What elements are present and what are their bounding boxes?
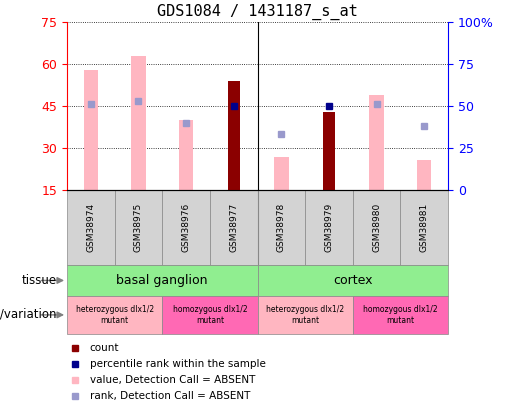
Bar	[67, 296, 162, 334]
Bar	[323, 112, 335, 190]
Bar	[67, 265, 258, 296]
Text: tissue: tissue	[22, 274, 57, 287]
Bar	[353, 296, 448, 334]
Text: homozygous dlx1/2
mutant: homozygous dlx1/2 mutant	[363, 305, 438, 324]
Bar	[274, 157, 288, 190]
Text: heterozygous dlx1/2
mutant: heterozygous dlx1/2 mutant	[76, 305, 153, 324]
Text: cortex: cortex	[333, 274, 372, 287]
Bar	[305, 190, 353, 265]
Bar	[417, 160, 432, 190]
Text: GSM38981: GSM38981	[420, 203, 428, 252]
Bar	[67, 190, 115, 265]
Text: rank, Detection Call = ABSENT: rank, Detection Call = ABSENT	[90, 391, 250, 401]
Text: genotype/variation: genotype/variation	[0, 308, 57, 322]
Title: GDS1084 / 1431187_s_at: GDS1084 / 1431187_s_at	[157, 3, 358, 19]
Bar	[353, 190, 401, 265]
Text: heterozygous dlx1/2
mutant: heterozygous dlx1/2 mutant	[266, 305, 344, 324]
Text: homozygous dlx1/2
mutant: homozygous dlx1/2 mutant	[173, 305, 247, 324]
Bar	[114, 190, 162, 265]
Text: GSM38980: GSM38980	[372, 203, 381, 252]
Text: percentile rank within the sample: percentile rank within the sample	[90, 359, 266, 369]
Bar	[228, 81, 239, 190]
Bar	[258, 265, 448, 296]
Bar	[258, 190, 305, 265]
Text: value, Detection Call = ABSENT: value, Detection Call = ABSENT	[90, 375, 255, 385]
Bar	[131, 56, 146, 190]
Bar	[210, 190, 258, 265]
Text: GSM38978: GSM38978	[277, 203, 286, 252]
Bar	[179, 120, 193, 190]
Bar	[369, 95, 384, 190]
Text: GSM38975: GSM38975	[134, 203, 143, 252]
Bar	[162, 190, 210, 265]
Text: GSM38977: GSM38977	[229, 203, 238, 252]
Text: GSM38976: GSM38976	[182, 203, 191, 252]
Text: GSM38979: GSM38979	[324, 203, 333, 252]
Text: GSM38974: GSM38974	[87, 203, 95, 252]
Bar	[83, 70, 98, 190]
Text: basal ganglion: basal ganglion	[116, 274, 208, 287]
Text: count: count	[90, 343, 119, 353]
Bar	[162, 296, 258, 334]
Bar	[258, 296, 353, 334]
Bar	[401, 190, 448, 265]
